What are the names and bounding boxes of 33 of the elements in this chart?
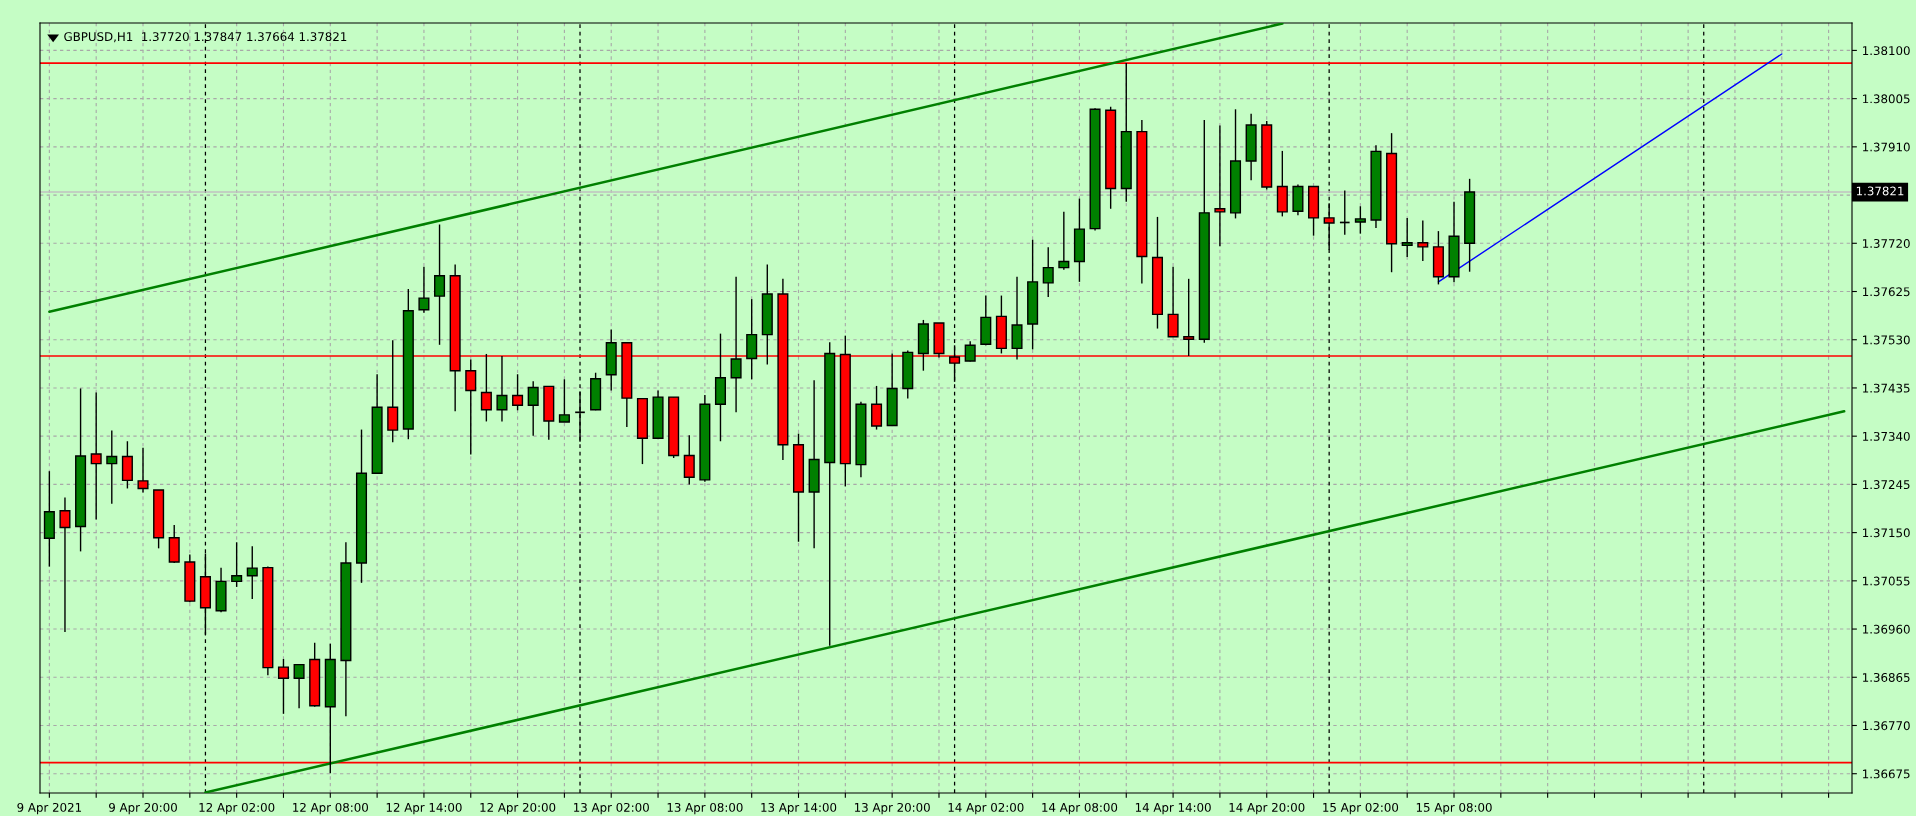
x-tick-label: 14 Apr 14:00 [1135,802,1211,815]
y-tick-label: 1.37625 [1863,287,1910,297]
x-tick-label: 15 Apr 08:00 [1416,802,1492,815]
y-tick-label: 1.38005 [1863,94,1910,104]
x-tick-label: 13 Apr 14:00 [761,802,837,815]
x-tick-label: 12 Apr 02:00 [199,802,275,815]
x-tick-label: 13 Apr 20:00 [854,802,930,815]
x-tick-label: 9 Apr 20:00 [109,802,177,815]
y-tick-label: 1.37720 [1863,239,1910,248]
x-tick-label: 12 Apr 20:00 [480,802,556,815]
x-tick-label: 14 Apr 08:00 [1042,802,1118,815]
x-tick-label: 9 Apr 2021 [17,802,82,815]
y-tick-label: 1.36770 [1863,721,1910,731]
x-tick-label: 12 Apr 08:00 [293,802,368,815]
y-tick-label: 1.36675 [1863,769,1910,779]
y-tick-label: 1.37055 [1863,576,1910,586]
y-tick-label: 1.37150 [1863,528,1910,538]
y-tick-label: 1.36960 [1863,624,1910,634]
x-tick-label: 12 Apr 14:00 [386,802,462,815]
y-tick-label: 1.36865 [1863,672,1910,682]
x-tick-label: 13 Apr 02:00 [574,802,649,815]
y-tick-label: 1.37435 [1863,383,1910,393]
x-tick-label: 13 Apr 08:00 [667,802,743,815]
y-tick-label: 1.37530 [1863,335,1910,345]
x-tick-label: 14 Apr 02:00 [948,802,1024,815]
y-tick-label: 1.37910 [1863,142,1910,152]
y-tick-label: 1.37245 [1863,480,1910,490]
y-tick-label: 1.38100 [1863,46,1910,56]
ref-line-label: 1.37821 [1856,186,1904,196]
text: GBPUSD,H1 1.37720 1.37847 1.37664 1.37821 [64,32,347,43]
x-tick-label: 15 Apr 02:00 [1323,802,1399,815]
y-tick-label: 1.37340 [1863,431,1910,441]
x-tick-label: 14 Apr 20:00 [1229,802,1305,815]
